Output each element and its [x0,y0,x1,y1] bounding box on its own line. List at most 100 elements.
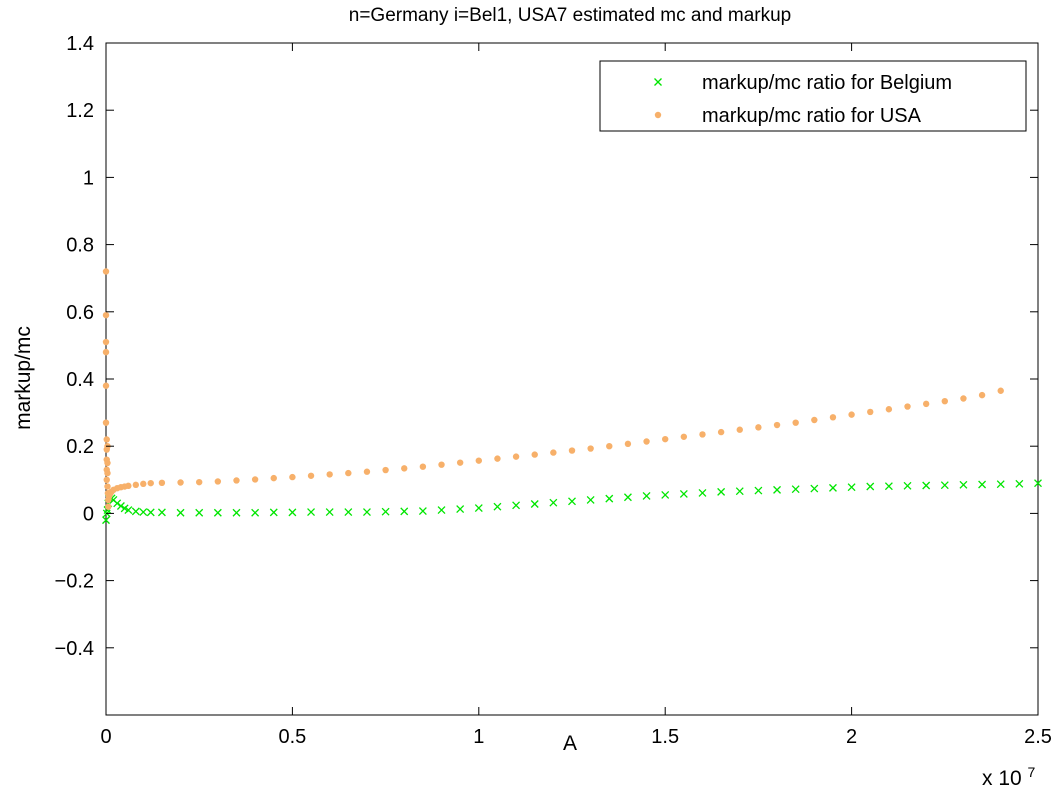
x-exponent-power: 7 [1028,764,1036,780]
data-point-usa [475,457,482,464]
data-point-belgium [754,486,763,495]
data-point-usa [717,428,725,436]
data-point-belgium [586,496,595,504]
data-point-usa [848,411,855,418]
data-point-usa [251,476,259,483]
data-point-usa [680,433,688,440]
data-point-usa [829,414,837,421]
data-point-usa [102,382,110,389]
data-point-belgium [866,482,875,491]
legend-symbol-usa [654,111,662,119]
data-point-usa [307,472,315,479]
data-point-usa [550,449,557,456]
data-point-usa [811,416,818,424]
data-point-belgium [493,502,502,511]
data-point-usa [326,471,333,478]
data-point-belgium [288,508,297,517]
data-point-usa [885,406,893,413]
data-point-usa [382,466,389,474]
data-point-belgium [116,502,125,510]
data-point-belgium [195,508,204,517]
data-point-usa [997,387,1004,394]
legend-marker-usa [654,111,662,119]
y-axis-label: markup/mc [12,326,35,430]
legend-label-usa: markup/mc ratio for USA [702,105,922,127]
data-point-belgium [456,505,465,513]
data-point-belgium [1015,479,1024,488]
data-point-usa [401,465,408,472]
y-tick-label: −0.4 [55,638,94,660]
data-point-belgium [568,497,576,506]
data-point-belgium [307,508,315,517]
data-point-belgium [773,485,781,494]
y-tick-label: 0.6 [66,302,94,324]
data-point-usa [177,479,184,486]
legend-marker-belgium [654,78,662,86]
data-point-usa [105,503,112,510]
data-point-belgium [325,508,334,517]
data-point-usa [102,419,110,426]
data-point-usa [345,469,352,477]
data-point-usa [103,436,110,443]
data-point-belgium [251,508,260,517]
data-point-belgium [829,483,837,492]
data-point-usa [214,478,222,485]
data-point-usa [624,440,632,448]
x-tick-label: 1.5 [651,726,679,748]
data-point-usa [233,477,240,484]
data-point-usa [102,348,110,356]
x-tick-label: 1 [473,726,484,748]
data-point-usa [104,483,111,490]
legend-label-belgium: markup/mc ratio for Belgium [702,72,952,94]
data-point-belgium [530,500,539,508]
data-point-usa [125,482,132,490]
x-axis-label: A [563,732,577,755]
data-point-usa [736,426,743,433]
data-point-usa [270,474,277,482]
data-point-usa [158,479,166,487]
x-exponent-base: x 10 [982,767,1022,790]
data-point-belgium [679,489,688,498]
data-point-usa [456,459,464,466]
y-tick-label: 0.8 [66,235,94,257]
data-point-belgium [623,493,632,502]
data-point-belgium [791,485,800,494]
data-point-belgium [605,494,614,503]
y-tick-label: 0.4 [66,369,94,391]
data-point-belgium [437,506,446,514]
data-point-usa [568,447,576,454]
data-point-usa [419,463,427,470]
data-point-usa [147,479,154,487]
data-point-usa [922,400,930,408]
data-point-usa [606,443,613,450]
data-point-belgium [549,498,558,507]
data-point-usa [102,268,110,275]
data-point-belgium [232,508,241,517]
data-point-belgium [344,508,353,517]
data-point-usa [494,455,501,462]
data-point-belgium [363,508,371,517]
data-point-usa [102,338,110,346]
chart-title: n=Germany i=Bel1, USA7 estimated mc and … [349,5,791,26]
data-point-usa [643,438,650,445]
data-point-usa [792,419,799,426]
data-point-usa [867,408,874,416]
data-point-belgium [959,480,968,489]
plot-area [105,42,1039,716]
data-point-belgium [978,480,987,489]
data-point-belgium [1034,479,1042,488]
data-point-belgium [146,508,155,517]
data-point-belgium [131,507,140,516]
y-tick-label: 1.4 [66,33,94,55]
data-point-usa [102,311,110,319]
data-point-belgium [400,507,409,516]
y-tick-label: 0.2 [66,436,94,458]
data-point-usa [140,480,147,488]
data-point-belgium [113,499,122,508]
data-point-usa [104,469,111,477]
data-point-usa [773,421,781,429]
data-point-usa [960,395,967,402]
data-point-usa [978,391,986,399]
data-point-belgium [124,506,133,514]
